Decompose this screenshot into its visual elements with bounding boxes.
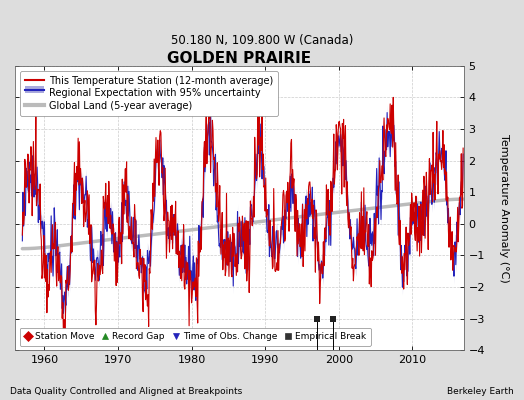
- Text: 50.180 N, 109.800 W (Canada): 50.180 N, 109.800 W (Canada): [171, 34, 353, 47]
- Text: Berkeley Earth: Berkeley Earth: [447, 387, 514, 396]
- Legend: Station Move, Record Gap, Time of Obs. Change, Empirical Break: Station Move, Record Gap, Time of Obs. C…: [19, 328, 371, 346]
- Title: GOLDEN PRAIRIE: GOLDEN PRAIRIE: [167, 51, 311, 66]
- Y-axis label: Temperature Anomaly (°C): Temperature Anomaly (°C): [499, 134, 509, 282]
- Text: Data Quality Controlled and Aligned at Breakpoints: Data Quality Controlled and Aligned at B…: [10, 387, 243, 396]
